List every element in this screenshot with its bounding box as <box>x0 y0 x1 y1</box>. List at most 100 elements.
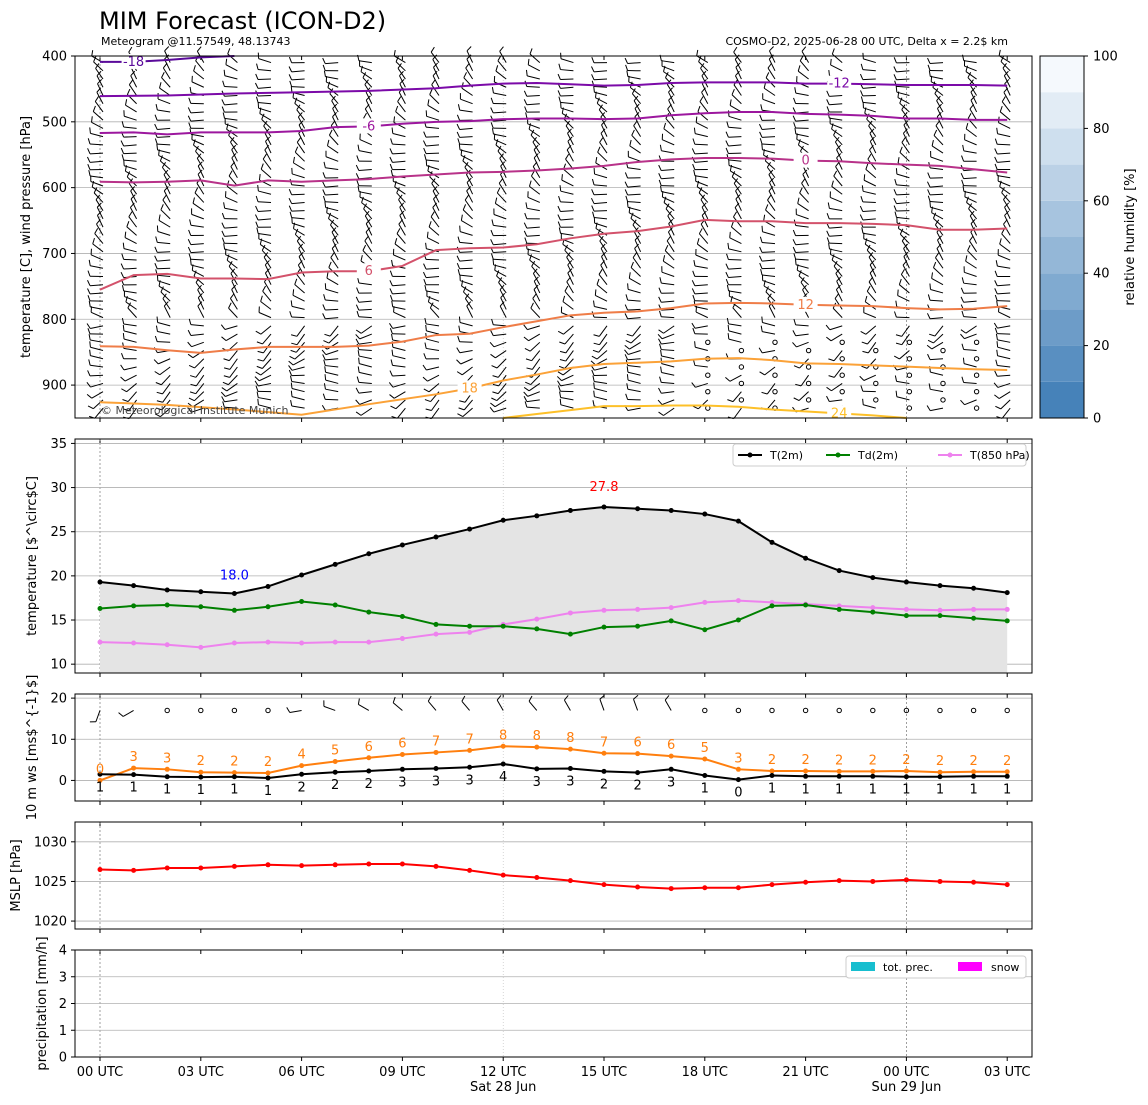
wind-barb <box>698 192 709 203</box>
wind-barb-calm <box>705 372 711 378</box>
wind-barb-feather <box>365 95 371 101</box>
wind-barb <box>627 76 641 80</box>
wind-barb <box>500 174 507 187</box>
wind-barb-feather <box>426 231 429 238</box>
wind-barb-feather <box>289 311 293 318</box>
wind-barb-feather <box>927 189 931 196</box>
wind-barb <box>461 87 473 96</box>
wind-barb <box>868 281 877 294</box>
wind-barb <box>527 391 540 397</box>
wind-barb-feather <box>255 73 259 80</box>
data-point-gust <box>971 769 977 775</box>
wind-barb-feather <box>332 112 337 118</box>
data-point-gust <box>97 777 103 783</box>
wind-barb-feather <box>423 353 427 360</box>
data-point-mslp <box>97 867 103 873</box>
wind-barb-feather <box>87 138 91 145</box>
wind-barb-feather <box>558 96 561 103</box>
wind-barb-feather <box>255 96 259 103</box>
wind-barb <box>933 267 944 277</box>
wind-barb-feather <box>727 399 734 403</box>
data-point-t850 <box>231 640 237 646</box>
wind-barb <box>694 306 708 310</box>
wind-barb-feather <box>861 185 864 192</box>
wind-barb <box>630 87 641 96</box>
wind-barb-feather <box>895 342 902 346</box>
data-point-mslp <box>399 861 405 867</box>
wind-barb <box>157 98 171 105</box>
wind-barb <box>325 317 339 320</box>
wind-barb <box>431 399 440 411</box>
wind-barb-feather <box>490 253 494 260</box>
wind-barb-feather <box>759 246 763 253</box>
wind-barb <box>425 267 440 270</box>
y-tick-label: 20 <box>50 692 67 707</box>
wind-barb <box>528 333 541 342</box>
wind-barb-feather <box>626 333 633 337</box>
data-point-gust <box>567 746 573 752</box>
wind-barb <box>394 186 406 195</box>
wind-barb-feather <box>658 296 662 303</box>
wind-barb <box>594 217 608 220</box>
wind-barb-feather <box>565 153 570 160</box>
wind-barb-feather <box>427 99 430 106</box>
wind-barb-feather <box>193 65 196 72</box>
wind-barb <box>224 103 238 106</box>
wind-barb-feather <box>328 261 332 268</box>
wind-barb <box>729 374 742 382</box>
wind-barb <box>634 239 642 253</box>
wind-barb-feather <box>834 293 840 299</box>
wind-barb-feather <box>491 397 497 402</box>
wind-barb <box>191 341 204 348</box>
wind-barb-feather <box>893 205 897 212</box>
wind-barb-feather <box>491 365 498 369</box>
wind-barb <box>796 269 809 277</box>
wind-barb-feather <box>230 161 236 167</box>
wind-barb <box>663 202 675 212</box>
wind-barb-feather <box>489 407 495 413</box>
wind-barb <box>560 232 574 236</box>
wind-barb <box>662 196 675 203</box>
wind-barb-feather <box>222 112 226 119</box>
gust-value-label: 2 <box>768 753 776 768</box>
wind-barb <box>830 333 843 342</box>
wind-barb <box>694 152 708 155</box>
wind-barb <box>90 311 104 319</box>
isotherm-label: -6 <box>362 119 375 134</box>
wind-barb <box>661 308 675 311</box>
wind-barb <box>862 201 876 203</box>
wind-barb <box>164 182 171 195</box>
wind-barb <box>231 289 238 302</box>
wind-barb <box>195 383 205 394</box>
wind-barb-feather <box>86 323 91 329</box>
wind-barb <box>530 134 541 146</box>
wind-barb-feather <box>88 259 91 266</box>
wind-barb-feather <box>389 327 393 334</box>
wind-barb-feather <box>767 293 772 299</box>
wind-barb <box>795 133 809 138</box>
wind-barb-feather <box>322 195 326 202</box>
wind-barb <box>829 123 843 129</box>
wind-barb <box>627 317 641 320</box>
wind-barb-feather <box>993 382 999 388</box>
wind-barb-feather <box>360 255 363 262</box>
wind-barb <box>291 193 305 196</box>
wind-barb <box>896 85 910 88</box>
wind-barb-feather <box>561 174 563 181</box>
wind-barb-feather <box>490 122 494 129</box>
wind-barb <box>364 240 373 253</box>
wind-barb <box>594 184 608 187</box>
wind-barb-feather <box>733 46 738 53</box>
wind-barb-feather <box>96 202 102 208</box>
wind-barb-feather <box>356 310 360 317</box>
wind-barb <box>124 237 137 245</box>
wind-barb <box>761 251 776 253</box>
wind-barb <box>292 294 305 302</box>
isotherm-label-bg <box>793 296 818 312</box>
wind-barb <box>731 94 742 105</box>
wind-barb-calm <box>772 339 778 346</box>
wind-barb-feather <box>927 353 931 360</box>
wind-barb <box>601 256 608 269</box>
wind-barb-feather <box>726 153 729 161</box>
mean-value-label: 3 <box>533 775 541 790</box>
